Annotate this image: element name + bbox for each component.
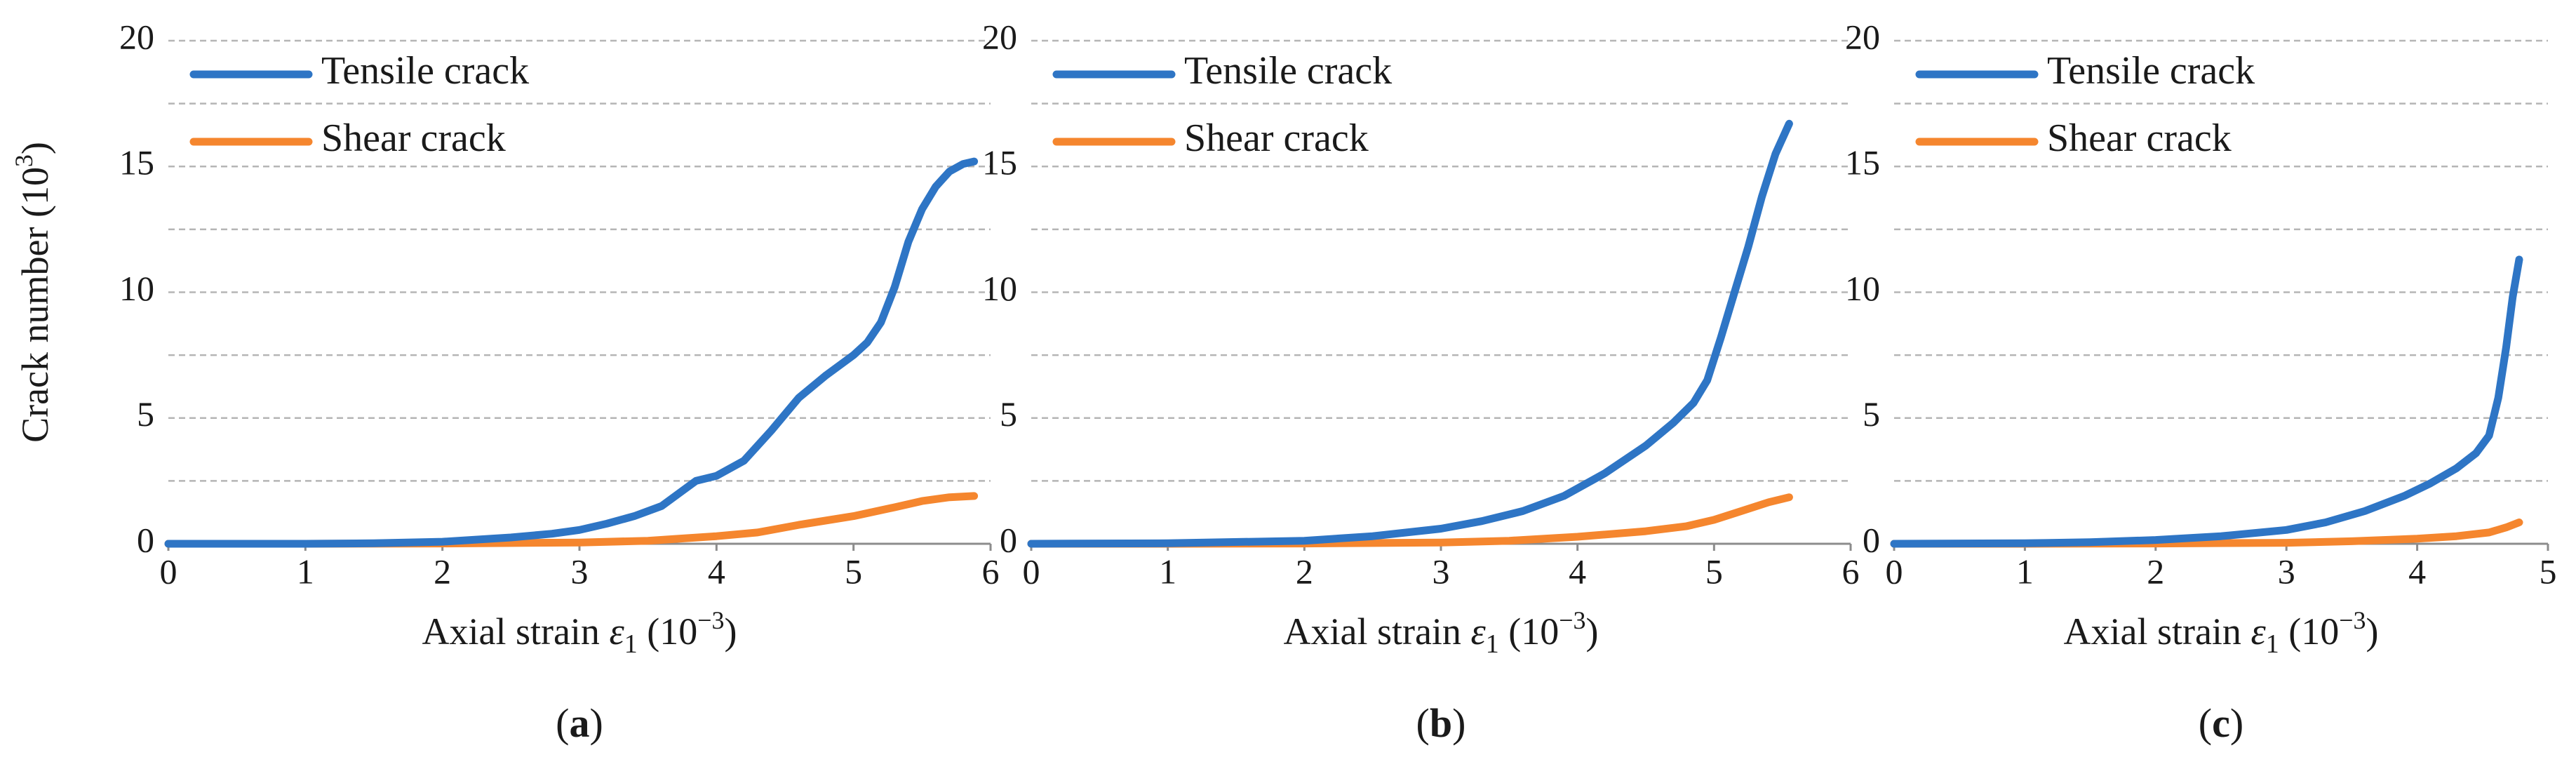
x-axis-title-main: Axial strain: [1283, 610, 1470, 653]
panel-label-letter: b: [1430, 700, 1452, 746]
panel-label: (b): [1416, 700, 1466, 746]
y-tick-label: 5: [1863, 394, 1880, 434]
y-tick-label: 0: [1863, 520, 1880, 559]
x-axis-title-main: Axial strain: [422, 610, 609, 653]
x-tick-label: 6: [1842, 551, 1860, 591]
x-axis-title-symbol: ε: [2250, 610, 2266, 653]
panel-label-open: (: [556, 700, 569, 746]
y-tick-label: 20: [982, 17, 1017, 56]
series-line-tensile: [1890, 255, 2523, 548]
legend-label-tensile: Tensile crack: [1184, 49, 1392, 93]
x-axis-title: Axial strain ε1 (10−3): [422, 606, 737, 659]
x-tick-label: 0: [160, 551, 177, 591]
x-axis-title: Axial strain ε1 (10−3): [2063, 606, 2378, 659]
x-tick-label: 1: [297, 551, 314, 591]
y-axis-title-main: Crack number (10: [14, 167, 56, 443]
y-tick-label: 15: [982, 143, 1017, 182]
y-tick-label: 15: [1845, 143, 1880, 182]
x-tick-label: 5: [845, 551, 862, 591]
x-tick-label: 1: [1159, 551, 1176, 591]
panel-label-close: ): [2230, 700, 2243, 746]
y-axis-title: Crack number (103): [10, 142, 56, 443]
y-axis-title-close: ): [14, 142, 56, 154]
x-tick-label: 0: [1023, 551, 1040, 591]
x-tick-label: 3: [1433, 551, 1450, 591]
x-axis-title-symbol: ε: [1470, 610, 1486, 653]
legend-label-shear: Shear crack: [2047, 116, 2232, 160]
x-axis-title-close: ): [2366, 610, 2379, 653]
x-axis-title-units: (10: [2279, 610, 2339, 653]
x-axis-title-exponent: −3: [697, 606, 724, 634]
series-line-shear: [164, 492, 979, 548]
x-axis-title: Axial strain ε1 (10−3): [1283, 606, 1598, 659]
x-axis-title-exponent: −3: [2339, 606, 2366, 634]
x-axis-title-main: Axial strain: [2063, 610, 2250, 653]
y-tick-label: 15: [119, 143, 154, 182]
y-tick-label: 10: [1845, 269, 1880, 308]
x-tick-label: 3: [2278, 551, 2295, 591]
x-tick-label: 6: [982, 551, 1000, 591]
y-tick-label: 10: [119, 269, 154, 308]
x-tick-label: 2: [1296, 551, 1313, 591]
panel-label-close: ): [1452, 700, 1465, 746]
x-axis-title-units: (10: [638, 610, 697, 653]
panel-label-letter: a: [570, 700, 590, 746]
panel-label: (a): [556, 700, 603, 746]
x-tick-label: 2: [434, 551, 451, 591]
x-axis-title-units: (10: [1499, 610, 1559, 653]
y-axis-title-exponent: 3: [10, 154, 38, 167]
x-tick-label: 4: [708, 551, 725, 591]
x-axis-title-exponent: −3: [1559, 606, 1585, 634]
x-tick-label: 5: [2540, 551, 2557, 591]
y-tick-label: 10: [982, 269, 1017, 308]
y-tick-label: 5: [1000, 394, 1017, 434]
panel-label-letter: c: [2212, 700, 2230, 746]
legend-label-tensile: Tensile crack: [2047, 49, 2255, 93]
panel-label-open: (: [1416, 700, 1430, 746]
legend-label-shear: Shear crack: [321, 116, 506, 160]
x-tick-label: 5: [1705, 551, 1723, 591]
x-axis-title-subscript: 1: [2266, 629, 2279, 659]
y-tick-label: 0: [1000, 520, 1017, 559]
x-tick-label: 0: [1886, 551, 1903, 591]
panel-label-open: (: [2199, 700, 2212, 746]
y-tick-label: 0: [137, 520, 154, 559]
x-tick-label: 4: [2408, 551, 2426, 591]
x-axis-title-close: ): [725, 610, 737, 653]
series-line-tensile: [164, 157, 979, 548]
x-axis-title-subscript: 1: [1486, 629, 1499, 659]
x-tick-label: 3: [571, 551, 589, 591]
x-axis-title-subscript: 1: [624, 629, 638, 659]
y-tick-label: 20: [1845, 17, 1880, 56]
series-line-shear: [1027, 493, 1793, 548]
y-tick-label: 5: [137, 394, 154, 434]
x-tick-label: 1: [2016, 551, 2034, 591]
x-axis-title-symbol: ε: [609, 610, 624, 653]
series-line-tensile: [1027, 119, 1793, 548]
y-tick-label: 20: [119, 17, 154, 56]
legend-label-tensile: Tensile crack: [321, 49, 529, 93]
x-axis-title-close: ): [1586, 610, 1599, 653]
x-tick-label: 4: [1569, 551, 1586, 591]
panel-label-close: ): [590, 700, 603, 746]
panel-label: (c): [2199, 700, 2243, 746]
legend-label-shear: Shear crack: [1184, 116, 1369, 160]
x-tick-label: 2: [2147, 551, 2164, 591]
